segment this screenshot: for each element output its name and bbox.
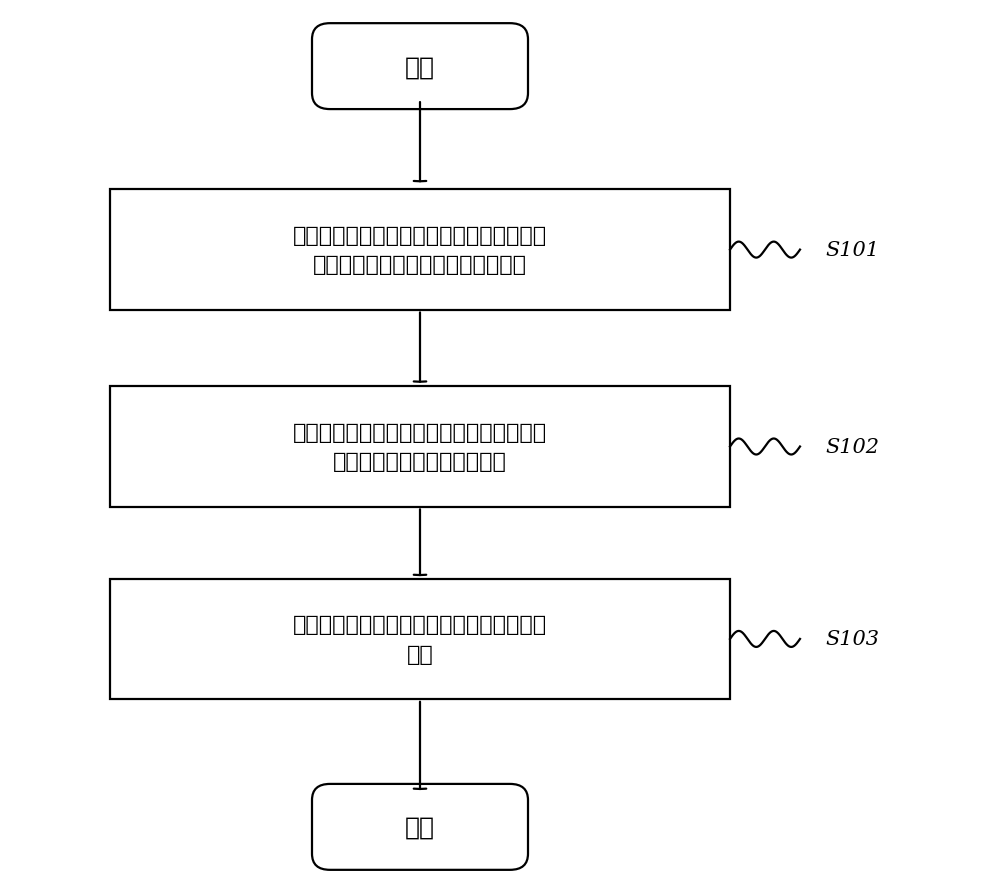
FancyBboxPatch shape: [312, 24, 528, 110]
Text: S103: S103: [825, 629, 879, 649]
Text: 获得变桨执行机构的桨距角给定值和桨距角
测量值之间的传递函数的参数: 获得变桨执行机构的桨距角给定值和桨距角 测量值之间的传递函数的参数: [293, 422, 547, 472]
Text: 开始: 开始: [405, 55, 435, 79]
Text: 以特定采样周期获取特定时间段内变桨执行
机构的桨距角给定值和桨距角测量值: 以特定采样周期获取特定时间段内变桨执行 机构的桨距角给定值和桨距角测量值: [293, 225, 547, 275]
Text: 利用所述参数执行变桨执行机构的在线状态
辨识: 利用所述参数执行变桨执行机构的在线状态 辨识: [293, 614, 547, 664]
Bar: [110, 190, 730, 311]
Text: 结束: 结束: [405, 815, 435, 839]
Text: S102: S102: [825, 437, 879, 457]
Bar: [110, 579, 730, 700]
FancyBboxPatch shape: [312, 784, 528, 870]
Text: S101: S101: [825, 240, 879, 260]
Bar: [110, 386, 730, 508]
